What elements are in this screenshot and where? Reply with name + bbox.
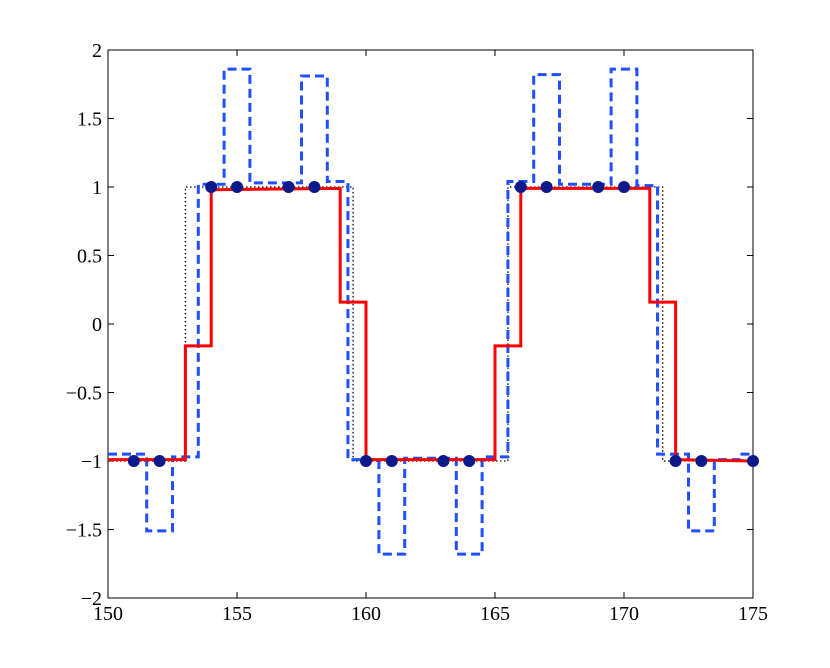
x-tick-label: 155 [222, 603, 252, 625]
sample-point [695, 455, 708, 467]
x-tick-label: 170 [609, 603, 639, 625]
x-tick-label: 165 [480, 603, 510, 625]
sample-point [747, 455, 759, 467]
y-tick-label: −1.5 [66, 520, 102, 542]
plot-frame [107, 49, 754, 599]
x-axis-tick-labels: 150 155 160 165 170 175 [93, 603, 768, 625]
y-tick-label: 0 [92, 314, 102, 336]
sample-point [669, 455, 682, 467]
sample-point [308, 181, 321, 193]
x-tick-label: 160 [351, 603, 381, 625]
sample-point [514, 181, 527, 193]
reference-square-wave-line [108, 186, 753, 462]
series-layer [108, 67, 759, 556]
y-tick-label: 0.5 [77, 246, 102, 268]
y-tick-label: −1 [81, 451, 102, 473]
sample-point [463, 455, 476, 467]
y-tick-label: 1.5 [77, 109, 102, 131]
x-tick-label: 150 [93, 603, 123, 625]
y-axis-tick-labels: −2 −1.5 −1 −0.5 0 0.5 1 1.5 2 [66, 40, 102, 610]
sample-point [205, 181, 218, 193]
sample-point [592, 181, 605, 193]
sample-point [437, 455, 450, 467]
y-tick-label: 1 [92, 177, 102, 199]
sample-point [360, 455, 372, 467]
sample-point [618, 181, 630, 193]
sample-point [127, 455, 140, 467]
noisy-estimate-line [108, 67, 753, 556]
y-tick-label: −2 [81, 588, 102, 610]
smoothed-estimate-line [108, 186, 754, 463]
x-tick-label: 175 [738, 603, 768, 625]
sample-point [282, 181, 295, 193]
sample-point [231, 181, 243, 193]
sample-point [540, 181, 553, 193]
y-tick-label: −0.5 [66, 383, 102, 405]
axis-ticks [107, 49, 754, 599]
sample-points [127, 181, 759, 467]
sample-point [385, 455, 398, 467]
y-tick-label: 2 [92, 40, 102, 62]
sample-point [153, 455, 166, 467]
